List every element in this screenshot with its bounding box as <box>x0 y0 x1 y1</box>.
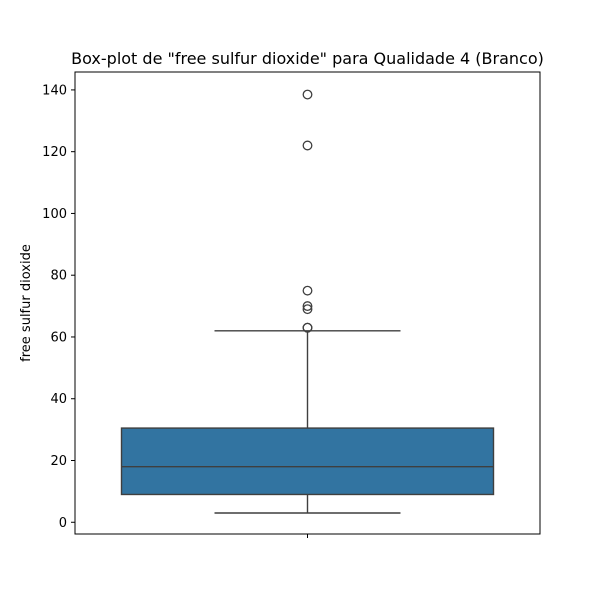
outlier-point <box>302 301 313 312</box>
y-tick-label: 60 <box>50 330 67 345</box>
y-tick-label: 80 <box>50 269 67 284</box>
outlier-point <box>302 89 313 100</box>
plot-frame <box>74 71 541 535</box>
outlier-point <box>302 140 313 151</box>
box-group <box>120 89 495 514</box>
outlier-point <box>302 304 313 315</box>
y-tick-label: 120 <box>42 145 67 160</box>
y-tick-label: 0 <box>59 516 67 531</box>
chart-title: Box-plot de "free sulfur dioxide" para Q… <box>71 49 544 68</box>
y-tick-label: 40 <box>50 392 67 407</box>
y-tick-label: 140 <box>42 83 67 98</box>
outlier-point <box>302 322 313 333</box>
y-tick-label: 20 <box>50 454 67 469</box>
y-axis-ticks: 0 20 40 60 80 100 120 140 <box>42 83 75 531</box>
iqr-box <box>120 427 495 496</box>
y-tick-label: 100 <box>42 207 67 222</box>
y-axis-label: free sulfur dioxide <box>19 244 34 362</box>
outlier-point <box>302 285 313 296</box>
